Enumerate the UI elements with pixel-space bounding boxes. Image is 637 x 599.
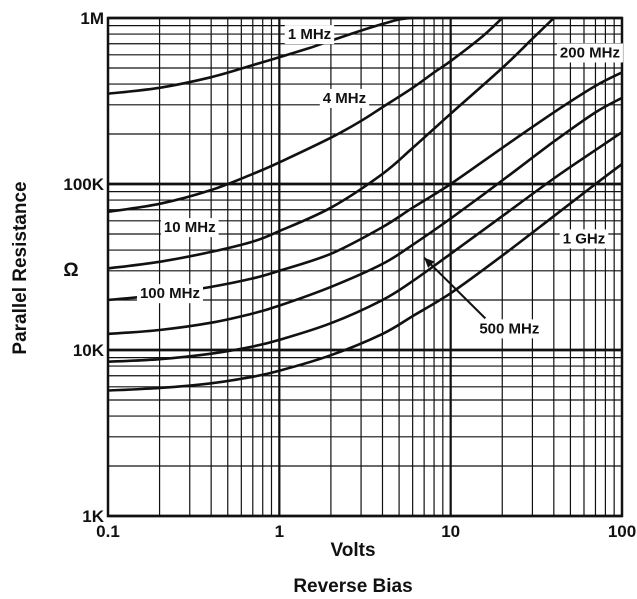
curve-label-text: 10 MHz	[164, 219, 216, 236]
curve-500-mhz	[107, 131, 623, 363]
y-tick-labels: 1K 10K 100K 1M	[63, 9, 104, 526]
label-background	[556, 43, 623, 63]
x-tick-label: 0.1	[96, 522, 120, 541]
pointer-arrow-head	[424, 257, 435, 268]
y-tick-label: 10K	[73, 341, 105, 360]
curve-label-text: 200 MHz	[560, 44, 620, 61]
label-background	[284, 25, 335, 45]
curve-1-mhz	[107, 16, 413, 95]
x-tick-labels: 0.1 1 10 100	[96, 522, 636, 541]
label-200-mhz: 200 MHz	[556, 43, 623, 63]
curve-labels: 1 MHz 4 MHz 10 MHz 200 MHz 100 MHz 500 MHz 1 G…	[136, 25, 623, 339]
x-axis-subtitle: Reverse Bias	[293, 576, 412, 597]
curve-4-mhz	[107, 17, 504, 214]
label-background	[160, 218, 219, 238]
label-background	[319, 88, 370, 108]
x-axis-title: Volts	[330, 540, 375, 561]
y-axis-title: Parallel Resistance	[10, 181, 31, 354]
curve-label-text: 1 MHz	[288, 26, 331, 43]
curve-label-text: 100 MHz	[140, 285, 200, 302]
curve-200-mhz	[107, 71, 623, 302]
curve-1-ghz	[107, 162, 623, 392]
x-tick-label: 1	[275, 522, 284, 541]
x-tick-label: 100	[608, 522, 636, 541]
y-tick-label: 1M	[80, 9, 104, 28]
curve-label-text: 4 MHz	[323, 90, 366, 107]
label-10-mhz: 10 MHz	[160, 218, 219, 238]
curve-label-text: 500 MHz	[479, 320, 539, 337]
y-axis-unit: Ω	[63, 260, 78, 281]
y-tick-label: 100K	[63, 175, 104, 194]
label-1-mhz: 1 MHz	[284, 25, 335, 45]
plot-frame	[106, 16, 624, 518]
label-1-ghz: 1 GHz	[559, 229, 609, 249]
label-background	[559, 229, 609, 249]
y-tick-label: 1K	[82, 507, 104, 526]
label-500-mhz: 500 MHz	[423, 256, 543, 339]
curve-100-mhz	[107, 96, 623, 336]
label-100-mhz: 100 MHz	[136, 284, 203, 304]
curve-label-text: 1 GHz	[563, 230, 606, 247]
pointer-arrow-line	[423, 256, 487, 320]
curve-10-mhz	[107, 17, 555, 270]
label-4-mhz: 4 MHz	[319, 88, 370, 108]
label-background	[136, 284, 203, 304]
curves	[107, 16, 623, 392]
label-background	[476, 319, 543, 339]
x-tick-label: 10	[441, 522, 460, 541]
